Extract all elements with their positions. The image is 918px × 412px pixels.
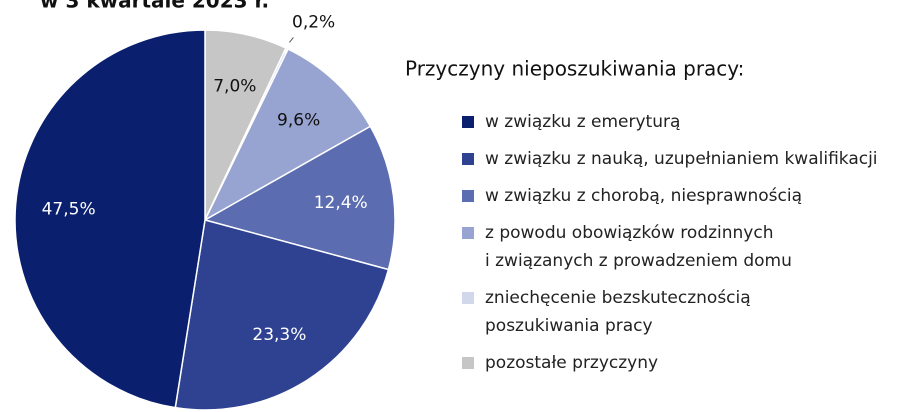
legend-swatch — [462, 153, 474, 165]
data-label: 23,3% — [252, 325, 306, 345]
legend-label: w związku z nauką, uzupełnianiem kwalifi… — [485, 149, 878, 169]
data-label: 47,5% — [42, 199, 96, 219]
legend-swatch — [462, 190, 474, 202]
legend-swatch — [462, 292, 474, 304]
pie-slice — [203, 48, 372, 222]
data-label: 7,0% — [213, 76, 256, 96]
pie-slice — [203, 125, 396, 271]
legend-label: pozostałe przyczyny — [485, 353, 658, 373]
leader-line — [284, 41, 291, 54]
data-label: 0,2% — [292, 13, 335, 33]
legend-swatch — [462, 227, 474, 239]
legend-label: i związanych z prowadzeniem domu — [485, 251, 792, 271]
legend-swatch — [462, 357, 474, 369]
legend-label: poszukiwania pracy — [485, 316, 653, 336]
legend-swatch — [462, 116, 474, 128]
data-label: 12,4% — [314, 193, 368, 213]
legend-title: Przyczyny nieposzukiwania pracy: — [405, 57, 744, 81]
chart-title: w 3 kwartale 2023 r. — [40, 0, 269, 13]
legend-label: w związku z emeryturą — [485, 112, 680, 132]
legend-label: zniechęcenie bezskutecznością — [485, 288, 751, 308]
legend-label: w związku z chorobą, niesprawnością — [485, 186, 802, 206]
pie-slice — [174, 219, 390, 411]
legend-label: z powodu obowiązków rodzinnych — [485, 223, 774, 243]
pie-slice — [14, 29, 206, 409]
data-label: 9,6% — [277, 110, 320, 130]
leader-line — [289, 37, 294, 43]
